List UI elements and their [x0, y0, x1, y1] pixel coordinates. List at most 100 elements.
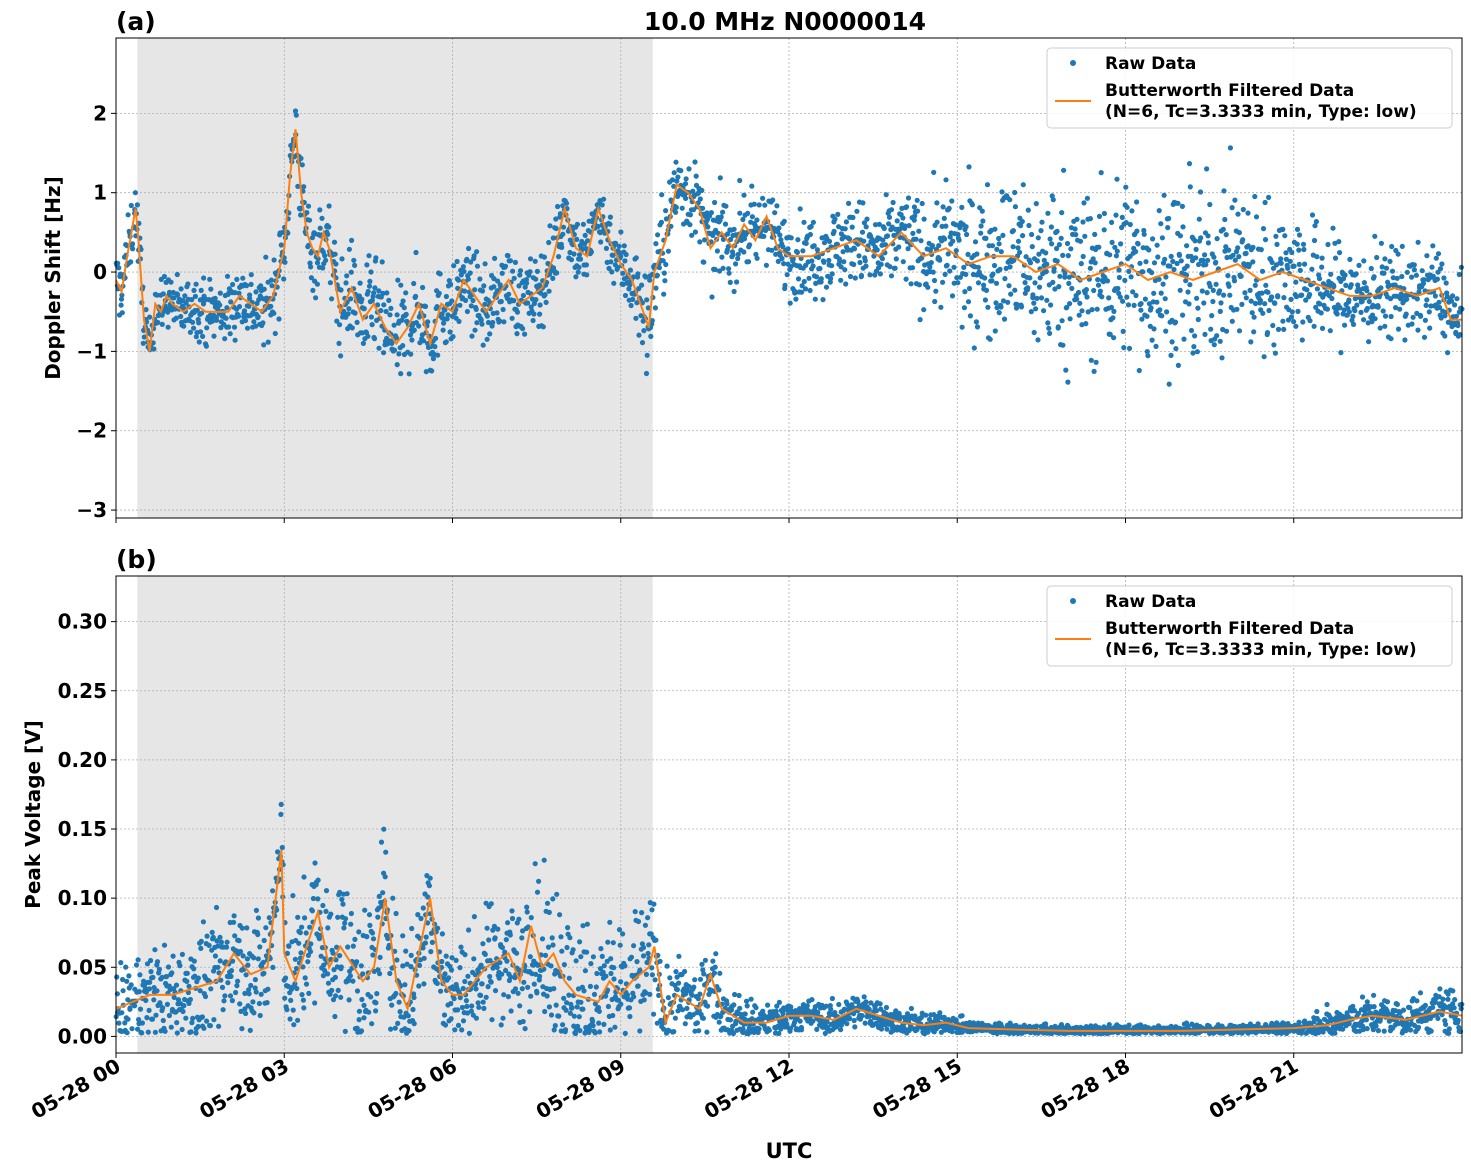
raw-data-point: [275, 849, 281, 855]
raw-data-point: [1065, 379, 1071, 385]
raw-data-point: [990, 271, 996, 277]
raw-data-point: [1162, 256, 1168, 262]
raw-data-point: [697, 196, 703, 202]
raw-data-point: [1159, 313, 1165, 319]
raw-data-point: [1259, 290, 1265, 296]
raw-data-point: [730, 1030, 737, 1037]
raw-data-point: [683, 195, 689, 201]
raw-data-point: [308, 275, 314, 281]
raw-data-point: [462, 952, 468, 958]
raw-data-point: [959, 1029, 966, 1035]
raw-data-point: [495, 926, 501, 932]
raw-data-point: [338, 353, 344, 359]
raw-data-point: [480, 941, 486, 947]
raw-data-point: [345, 944, 351, 950]
raw-data-point: [1125, 302, 1132, 308]
raw-data-point: [537, 302, 543, 308]
raw-data-point: [479, 321, 485, 327]
raw-data-point: [868, 1000, 874, 1006]
raw-data-point: [850, 214, 856, 221]
raw-data-point: [1076, 312, 1082, 318]
raw-data-point: [346, 997, 352, 1003]
raw-data-point: [683, 176, 689, 182]
raw-data-point: [877, 271, 884, 277]
raw-data-point: [346, 306, 352, 312]
raw-data-point: [673, 969, 679, 975]
raw-data-point: [239, 1026, 245, 1032]
raw-data-point: [1210, 287, 1216, 293]
raw-data-point: [1263, 282, 1269, 288]
raw-data-point: [310, 287, 316, 293]
raw-data-point: [453, 957, 459, 964]
raw-data-point: [145, 1029, 151, 1035]
raw-data-point: [1171, 266, 1177, 273]
raw-data-point: [788, 235, 794, 241]
raw-data-point: [1258, 247, 1264, 253]
raw-data-point: [340, 901, 346, 907]
raw-data-point: [1353, 271, 1359, 277]
raw-data-point: [505, 994, 511, 1000]
raw-data-point: [1083, 287, 1089, 293]
raw-data-point: [1437, 304, 1443, 311]
raw-data-point: [443, 953, 449, 959]
raw-data-point: [904, 204, 910, 210]
raw-data-point: [1223, 232, 1229, 238]
raw-data-point: [1048, 302, 1054, 308]
raw-data-point: [278, 801, 284, 808]
raw-data-point: [979, 208, 985, 214]
raw-data-point: [231, 324, 238, 330]
raw-data-point: [255, 314, 261, 320]
raw-data-point: [418, 915, 424, 922]
raw-data-point: [512, 259, 519, 265]
raw-data-point: [478, 992, 484, 999]
raw-data-point: [146, 1007, 152, 1014]
raw-data-point: [1262, 199, 1268, 206]
raw-data-point: [1349, 317, 1355, 323]
raw-data-point: [469, 1003, 475, 1009]
raw-data-point: [450, 334, 456, 340]
raw-data-point: [1060, 342, 1066, 348]
raw-data-point: [437, 271, 443, 277]
raw-data-point: [271, 257, 277, 263]
raw-data-point: [651, 901, 657, 907]
raw-data-point: [1196, 216, 1202, 222]
raw-data-point: [183, 300, 189, 306]
raw-data-point: [458, 944, 464, 950]
raw-data-point: [993, 300, 999, 306]
raw-data-point: [1200, 257, 1206, 263]
raw-data-point: [912, 1013, 918, 1019]
raw-data-point: [299, 992, 305, 998]
raw-data-point: [303, 981, 310, 987]
raw-data-point: [136, 1017, 142, 1023]
raw-data-point: [1354, 302, 1360, 308]
raw-data-point: [846, 236, 853, 242]
raw-data-point: [1018, 223, 1024, 229]
raw-data-point: [376, 893, 382, 900]
raw-data-point: [879, 256, 886, 262]
raw-data-point: [598, 239, 604, 245]
raw-data-point: [934, 200, 940, 206]
raw-data-point: [558, 1028, 564, 1034]
raw-data-point: [402, 982, 408, 988]
raw-data-point: [828, 276, 834, 282]
raw-data-point: [236, 304, 243, 310]
raw-data-point: [288, 142, 294, 149]
raw-data-point: [714, 248, 721, 254]
raw-data-point: [631, 274, 637, 280]
raw-data-point: [116, 1020, 122, 1026]
raw-data-point: [673, 159, 679, 165]
raw-data-point: [829, 995, 836, 1002]
raw-data-point: [1275, 294, 1281, 300]
raw-data-point: [659, 192, 665, 198]
raw-data-point: [326, 203, 332, 209]
raw-data-point: [1389, 268, 1396, 274]
raw-data-point: [799, 283, 805, 289]
raw-data-point: [263, 254, 269, 260]
raw-data-point: [360, 340, 366, 346]
raw-data-point: [1157, 307, 1163, 313]
raw-data-point: [494, 310, 500, 316]
raw-data-point: [612, 1024, 618, 1030]
raw-data-point: [1434, 276, 1440, 282]
raw-data-point: [1214, 333, 1220, 339]
raw-data-point: [608, 259, 614, 265]
